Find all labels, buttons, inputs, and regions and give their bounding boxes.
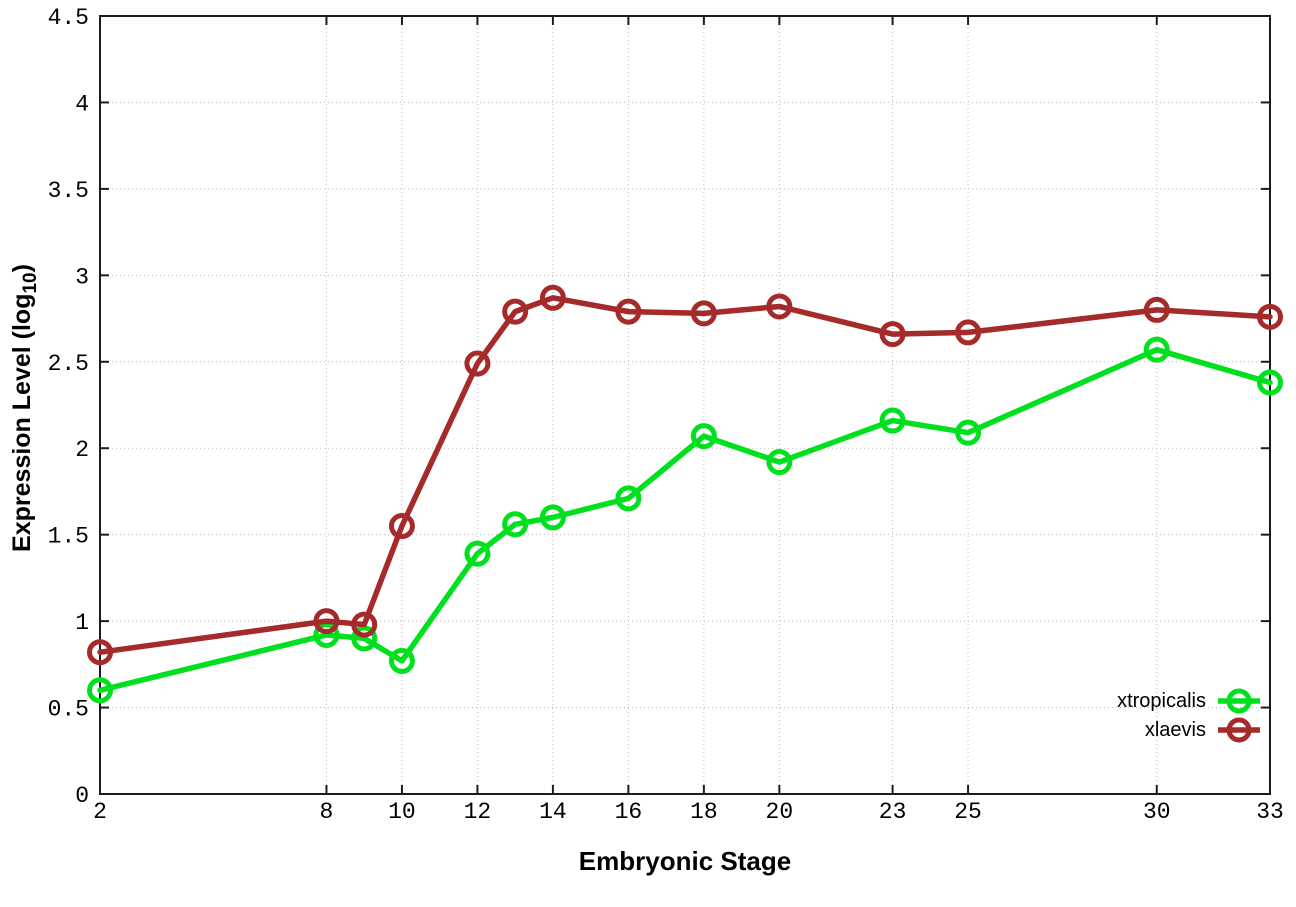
xtropicalis-data-point (766, 449, 793, 476)
xtropicalis-data-point (879, 407, 906, 434)
y-tick-label: 0.5 (48, 697, 89, 723)
y-tick-labels: 0 0.5 1 1.5 2 2.5 3 3.5 4 4.5 (48, 5, 89, 809)
legend-label-xlaevis: xlaevis (1144, 719, 1206, 741)
xtropicalis-data-point (690, 423, 717, 450)
xtropicalis-data-point (388, 647, 415, 674)
xtropicalis-data-point (615, 485, 642, 512)
y-tick-label: 1.5 (48, 524, 89, 550)
plot-border (99, 15, 1271, 795)
xtropicalis-data-point (464, 540, 491, 567)
y-tick-label: 3.5 (48, 178, 89, 204)
xlaevis-data-point (766, 293, 793, 320)
series-xtropicalis (87, 336, 1283, 704)
x-tick-label: 23 (879, 799, 907, 825)
x-axis-title: Embryonic Stage (578, 846, 792, 876)
xlaevis-data-point (879, 321, 906, 348)
xlaevis-data-point (388, 513, 415, 540)
xlaevis-data-point (87, 639, 113, 666)
legend-entry-xtropicalis: xtropicalis (1117, 687, 1262, 715)
xtropicalis-data-point (351, 625, 378, 652)
xlaevis-data-point (955, 319, 982, 346)
x-tick-label: 16 (615, 799, 643, 825)
y-axis-title-post: ) (8, 264, 36, 273)
x-tick-label: 8 (320, 799, 334, 825)
xlaevis-data-point (690, 300, 717, 327)
x-tick-label: 14 (539, 799, 567, 825)
x-tick-label: 18 (690, 799, 718, 825)
xlaevis-data-point (615, 298, 642, 325)
x-tick-label: 33 (1256, 799, 1284, 825)
y-tick-label: 2.5 (48, 351, 89, 377)
legend-marker-xlaevis (1218, 717, 1260, 743)
y-tick-label: 4 (75, 91, 89, 117)
xlaevis-data-point (539, 284, 566, 311)
xtropicalis-data-point (313, 621, 340, 648)
xtropicalis-data-point (502, 511, 529, 538)
legend-marker-xtropicalis (1218, 688, 1260, 714)
axis-ticks (99, 15, 1271, 795)
y-tick-label: 0 (75, 783, 89, 809)
x-tick-labels: 2 8 10 12 14 16 18 20 23 25 30 33 (93, 799, 1284, 825)
y-tick-label: 1 (75, 610, 89, 636)
y-tick-label: 2 (75, 437, 89, 463)
xlaevis-data-point (313, 608, 340, 635)
x-tick-label: 20 (766, 799, 794, 825)
xtropicalis-data-point (1143, 336, 1170, 363)
y-axis-title-text: Expression Level (log10) (8, 264, 42, 552)
y-axis-title-sub: 10 (20, 272, 41, 294)
xlaevis-data-point (351, 611, 378, 638)
y-tick-label: 4.5 (48, 5, 89, 31)
legend: xtropicalis xlaevis (960, 687, 1262, 744)
xtropicalis-data-point (539, 504, 566, 531)
x-tick-label: 30 (1143, 799, 1171, 825)
xtropicalis-data-point (1257, 369, 1283, 396)
xlaevis-data-point (502, 298, 529, 325)
gridlines (100, 16, 1270, 794)
x-tick-label: 12 (464, 799, 492, 825)
legend-label-xtropicalis: xtropicalis (1117, 690, 1206, 712)
legend-entry-xlaevis: xlaevis (1145, 716, 1262, 744)
x-tick-label: 2 (93, 799, 107, 825)
x-tick-label: 10 (388, 799, 416, 825)
xtropicalis-data-point (955, 419, 982, 446)
xlaevis-data-point (1143, 296, 1170, 323)
xtropicalis-line (97, 346, 1273, 694)
x-tick-label: 25 (954, 799, 982, 825)
xtropicalis-data-point (87, 677, 113, 704)
y-tick-label: 3 (75, 264, 89, 290)
xlaevis-data-point (1257, 303, 1283, 330)
series-xlaevis (87, 284, 1283, 666)
xlaevis-line (97, 295, 1273, 655)
y-axis-title-pre: Expression Level (log (8, 293, 36, 552)
xlaevis-data-point (464, 350, 491, 377)
